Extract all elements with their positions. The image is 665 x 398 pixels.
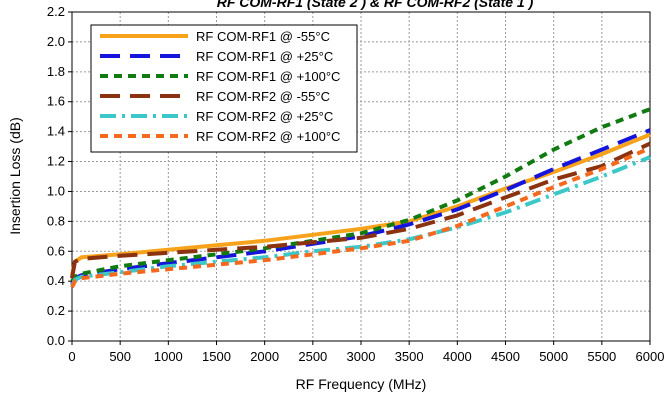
y-axis: 0.0 0.2 0.4 0.6 0.8 1.0 1.2 1.4 1.6 1.8 2.0 2.2 [47, 4, 72, 348]
chart-title: RF COM-RF1 (State 2 ) & RF COM-RF2 (Stat… [217, 0, 534, 10]
legend-box [90, 24, 358, 153]
y-axis-title: Insertion Loss (dB) [7, 117, 23, 235]
x-tick-label: 2000 [250, 349, 279, 364]
y-tick-label: 1.2 [47, 154, 65, 169]
y-tick-label: 0.8 [47, 213, 65, 228]
y-tick-label: 1.0 [47, 183, 65, 198]
series-layer [70, 107, 651, 289]
legend-entry-label: RF COM-RF1 @ -55°C [196, 29, 330, 44]
x-tick-label: 0 [68, 349, 75, 364]
y-tick-label: 1.6 [47, 94, 65, 109]
y-tick-label: 2.2 [47, 4, 65, 19]
legend-entry-label: RF COM-RF2 @ +100°C [196, 129, 340, 144]
y-tick-label: 0.4 [47, 273, 65, 288]
x-tick-label: 5000 [539, 349, 568, 364]
x-axis-title: RF Frequency (MHz) [296, 376, 427, 392]
series-line [70, 155, 651, 287]
x-tick-label: 3000 [347, 349, 376, 364]
x-tick-label: 4000 [443, 349, 472, 364]
series-line [70, 141, 651, 279]
legend-entry-label: RF COM-RF1 @ +100°C [196, 69, 340, 84]
legend: RF COM-RF1 @ -55°C RF COM-RF1 @ +25°C RF C… [90, 24, 358, 153]
x-tick-label: 6000 [636, 349, 665, 364]
y-tick-label: 2.0 [47, 34, 65, 49]
x-tick-label: 500 [109, 349, 131, 364]
x-tick-label: 1000 [154, 349, 183, 364]
y-tick-label: 0.0 [47, 333, 65, 348]
y-tick-label: 1.4 [47, 124, 65, 139]
x-tick-label: 4500 [491, 349, 520, 364]
y-tick-label: 1.8 [47, 64, 65, 79]
legend-entry-label: RF COM-RF1 @ +25°C [196, 49, 333, 64]
y-tick-label: 0.6 [47, 243, 65, 258]
legend-entry-label: RF COM-RF2 @ +25°C [196, 109, 333, 124]
series-line [70, 146, 651, 289]
x-tick-label: 3500 [395, 349, 424, 364]
x-axis: 0 500 1000 1500 2000 2500 3000 3500 4000 4500 5000… [68, 341, 664, 364]
x-tick-label: 1500 [202, 349, 231, 364]
x-tick-label: 5500 [587, 349, 616, 364]
legend-entry-label: RF COM-RF2 @ -55°C [196, 89, 330, 104]
x-tick-label: 2500 [298, 349, 327, 364]
y-tick-label: 0.2 [47, 303, 65, 318]
